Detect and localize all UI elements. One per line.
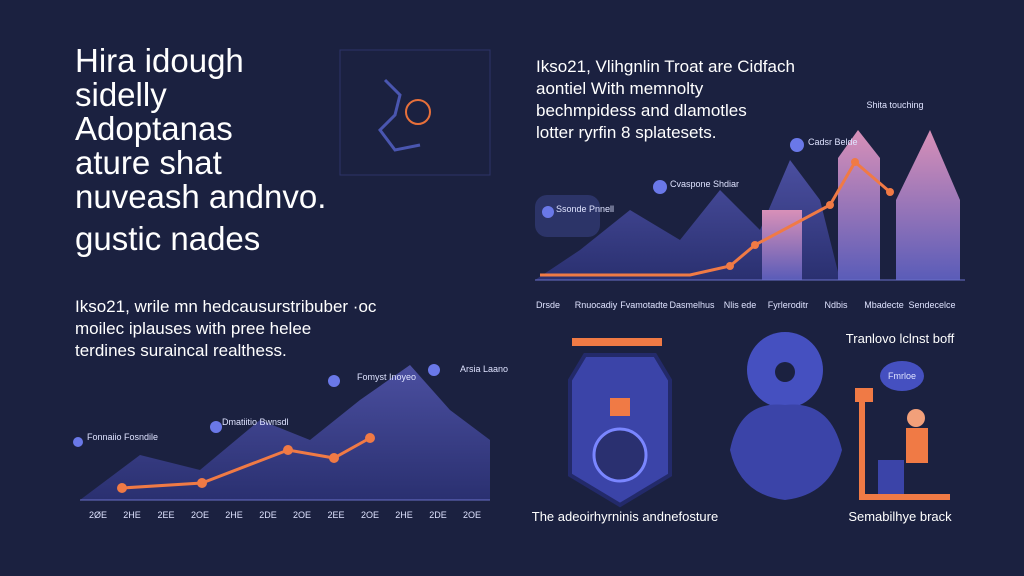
shield-illustration — [568, 338, 672, 508]
text: 2HE — [225, 510, 243, 520]
text: 2ØE — [89, 510, 107, 520]
text: Tranlovo lclnst boff — [846, 331, 955, 346]
text: Nlis ede — [724, 300, 757, 310]
text: Ikso21, wrile mn hedcausurstribuber ·oc — [75, 297, 377, 316]
left-chart — [73, 364, 490, 501]
text: Semabilhye brack — [848, 509, 952, 524]
text: nuveash andnvo. — [75, 178, 326, 215]
text: Ikso21, Vlihgnlin Troat are Cidfach — [536, 57, 795, 76]
text: Fvamotadte — [620, 300, 668, 310]
text: Hira idough — [75, 42, 244, 79]
text: 2HE — [123, 510, 141, 520]
text: ature shat — [75, 144, 222, 181]
text: Cadsr Belde — [808, 137, 858, 147]
text: Shita touching — [866, 100, 923, 110]
text: Rnuocadiy — [575, 300, 618, 310]
map-sketch — [339, 49, 491, 176]
text: sidelly — [75, 76, 167, 113]
text: 2DE — [259, 510, 277, 520]
person-illustration — [855, 361, 950, 500]
text: Ssonde Pnnell — [556, 204, 614, 214]
text: aontiel With memnolty — [536, 79, 704, 98]
text: 2DE — [429, 510, 447, 520]
text: Fmrloe — [888, 371, 916, 381]
right-chart — [535, 130, 965, 281]
text: 2EE — [157, 510, 174, 520]
text: 2OE — [361, 510, 379, 520]
text: 2OE — [191, 510, 209, 520]
text: Sendecelce — [908, 300, 955, 310]
text: terdines suraincal realthess. — [75, 341, 287, 360]
text: bechmpidess and dlamotles — [536, 101, 747, 120]
text: Fonnaiio Fosndile — [87, 432, 158, 442]
text: gustic nades — [75, 220, 260, 257]
text: Adoptanas — [75, 110, 233, 147]
text: Drsde — [536, 300, 560, 310]
text: Cvaspone Shdiar — [670, 179, 739, 189]
text: lotter ryrfin 8 splatesets. — [536, 123, 716, 142]
text: Dmatiitio Bwnsdl — [222, 417, 289, 427]
text: 2EE — [327, 510, 344, 520]
text: 2OE — [293, 510, 311, 520]
robot-illustration — [730, 332, 842, 500]
text: 2HE — [395, 510, 413, 520]
text: Dasmelhus — [669, 300, 715, 310]
text: 2OE — [463, 510, 481, 520]
text: moilec iplauses with pree helee — [75, 319, 311, 338]
text: The adeoirhyrninis andnefosture — [532, 509, 718, 524]
text: Fyrleroditr — [768, 300, 809, 310]
text: Fomyst Inoyeo — [357, 372, 416, 382]
text: Mbadecte — [864, 300, 904, 310]
text: Ndbis — [824, 300, 848, 310]
text: Arsia Laano — [460, 364, 508, 374]
